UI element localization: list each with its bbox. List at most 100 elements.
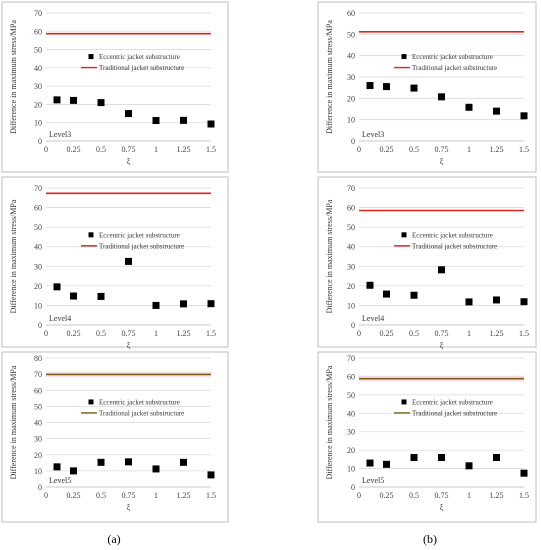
x-axis-label: ξ xyxy=(127,341,131,350)
eccentric-point xyxy=(207,120,215,128)
y-tick-label: 30 xyxy=(347,73,355,82)
y-axis-label: Difference in maximum stress/MPa xyxy=(325,20,334,134)
x-tick-label: 0.5 xyxy=(96,329,106,338)
eccentric-point xyxy=(152,301,160,309)
y-tick-label: 40 xyxy=(347,243,355,252)
x-tick-label: 1.25 xyxy=(177,329,191,338)
x-tick-label: 0 xyxy=(44,329,48,338)
x-axis-label: ξ xyxy=(127,503,131,512)
eccentric-point xyxy=(438,266,445,274)
y-tick-label: 0 xyxy=(351,321,355,330)
eccentric-point xyxy=(383,290,390,298)
y-tick-label: 50 xyxy=(34,223,42,232)
y-tick-label: 10 xyxy=(347,116,355,125)
eccentric-point xyxy=(366,82,374,90)
x-axis-label: ξ xyxy=(440,341,444,350)
y-tick-label: 0 xyxy=(38,137,42,146)
y-tick-label: 30 xyxy=(34,435,42,444)
legend-label-eccentric: Eccentric jacket substructure xyxy=(99,231,180,239)
x-tick-label: 0.25 xyxy=(380,145,394,154)
eccentric-point xyxy=(383,83,390,91)
legend-marker-eccentric xyxy=(401,54,407,60)
y-tick-label: 40 xyxy=(34,419,42,428)
caption-b: (b) xyxy=(423,532,437,546)
y-tick-label: 70 xyxy=(347,354,355,363)
chart-b4: 0 10 20 30 40 50 60 70 0 0.25 0.5 0.75 1 1.25 1.5 ξ Diff… xyxy=(317,176,537,350)
panel-border xyxy=(317,351,537,523)
x-tick-label: 0.5 xyxy=(96,491,106,500)
x-tick-label: 0.25 xyxy=(380,329,394,338)
legend-label-eccentric: Eccentric jacket substructure xyxy=(412,231,493,239)
level-label: Level3 xyxy=(362,130,384,139)
y-tick-label: 20 xyxy=(34,282,42,291)
x-axis-label: ξ xyxy=(440,503,444,512)
eccentric-point xyxy=(97,458,105,466)
eccentric-point xyxy=(493,107,500,115)
eccentric-point xyxy=(125,257,132,265)
y-tick-label: 50 xyxy=(347,30,355,39)
y-tick-label: 40 xyxy=(347,409,355,418)
legend-marker-eccentric xyxy=(88,232,94,238)
x-tick-label: 0.5 xyxy=(409,491,419,500)
y-tick-label: 30 xyxy=(34,262,42,271)
x-tick-label: 1.25 xyxy=(490,329,504,338)
legend-label-traditional: Traditional jacket substructure xyxy=(99,409,184,417)
x-tick-label: 0.25 xyxy=(67,491,81,500)
legend-label-traditional: Traditional jacket substructure xyxy=(99,242,184,250)
chart-b5: 0 10 20 30 40 50 60 70 0 0.25 0.5 0.75 1 1.25 1.5 ξ Diff… xyxy=(317,351,537,523)
eccentric-point xyxy=(125,458,132,466)
eccentric-point xyxy=(465,103,473,111)
x-tick-label: 1 xyxy=(467,329,471,338)
y-tick-label: 10 xyxy=(347,301,355,310)
y-tick-label: 60 xyxy=(34,386,42,395)
legend-label-eccentric: Eccentric jacket substructure xyxy=(99,53,180,61)
x-tick-label: 1.5 xyxy=(206,491,216,500)
y-tick-label: 40 xyxy=(34,243,42,252)
y-tick-label: 10 xyxy=(34,119,42,128)
legend-label-traditional: Traditional jacket substructure xyxy=(99,64,184,72)
eccentric-point xyxy=(383,460,390,468)
legend-marker-eccentric xyxy=(401,232,407,238)
eccentric-point xyxy=(410,84,418,92)
panel-border xyxy=(317,1,537,173)
y-tick-label: 0 xyxy=(351,483,355,492)
x-tick-label: 1.5 xyxy=(519,491,529,500)
y-tick-label: 0 xyxy=(351,137,355,146)
y-tick-label: 50 xyxy=(347,223,355,232)
y-tick-label: 50 xyxy=(34,402,42,411)
panel-border xyxy=(1,1,229,173)
x-tick-label: 1.5 xyxy=(206,329,216,338)
x-tick-label: 0.5 xyxy=(409,329,419,338)
y-tick-label: 20 xyxy=(34,451,42,460)
y-tick-label: 20 xyxy=(347,282,355,291)
eccentric-point xyxy=(410,291,418,299)
x-tick-label: 0.25 xyxy=(67,145,81,154)
legend-label-eccentric: Eccentric jacket substructure xyxy=(412,398,493,406)
x-tick-label: 0.75 xyxy=(122,145,136,154)
eccentric-point xyxy=(152,465,160,473)
y-tick-label: 70 xyxy=(347,184,355,193)
x-tick-label: 0 xyxy=(44,145,48,154)
legend-label-traditional: Traditional jacket substructure xyxy=(412,64,497,72)
x-tick-label: 1.5 xyxy=(519,329,529,338)
y-tick-label: 70 xyxy=(34,9,42,18)
y-tick-label: 50 xyxy=(347,391,355,400)
level-label: Level5 xyxy=(362,476,384,485)
y-tick-label: 10 xyxy=(347,465,355,474)
eccentric-point xyxy=(493,296,500,304)
eccentric-point xyxy=(70,467,77,475)
x-tick-label: 1.25 xyxy=(490,491,504,500)
eccentric-point xyxy=(180,300,187,308)
y-tick-label: 20 xyxy=(347,446,355,455)
y-tick-label: 0 xyxy=(38,483,42,492)
x-tick-label: 0.75 xyxy=(435,329,449,338)
eccentric-point xyxy=(53,96,61,104)
legend-label-traditional: Traditional jacket substructure xyxy=(412,242,497,250)
eccentric-point xyxy=(410,454,418,462)
eccentric-point xyxy=(70,96,77,104)
y-tick-label: 60 xyxy=(34,204,42,213)
eccentric-point xyxy=(70,292,77,300)
panel-border xyxy=(317,176,537,348)
eccentric-point xyxy=(465,462,473,470)
x-tick-label: 1 xyxy=(467,491,471,500)
